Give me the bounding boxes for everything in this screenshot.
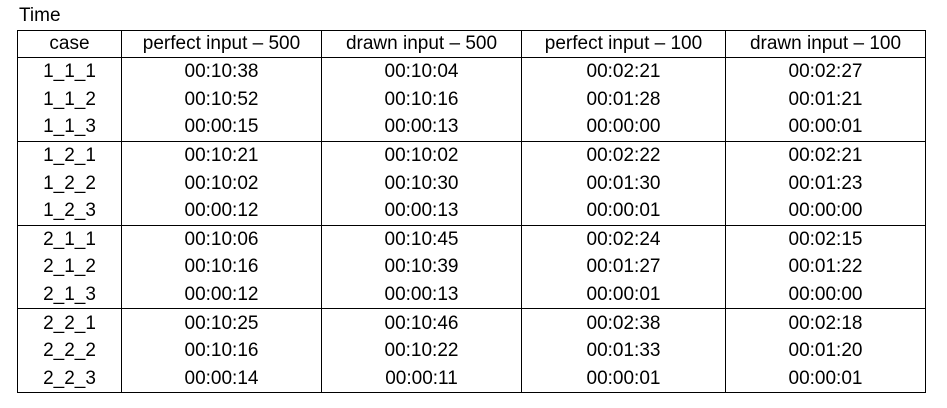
time-cell: 00:02:38 [521,308,726,337]
case-group: 2_1_1 00:10:06 00:10:45 00:02:24 00:02:1… [17,225,926,309]
column-header-drawn-input-100: drawn input – 100 [725,30,926,58]
timing-table: case perfect input – 500 drawn input – 5… [17,30,926,393]
time-cell: 00:10:16 [121,253,322,281]
time-cell: 00:01:33 [521,336,726,365]
column-header-case: case [17,30,122,58]
time-cell: 00:02:18 [725,308,926,337]
time-cell: 00:00:01 [521,196,726,226]
case-cell: 2_1_1 [17,225,122,254]
time-cell: 00:10:04 [321,57,522,86]
time-cell: 00:10:46 [321,308,522,337]
time-cell: 00:10:06 [121,225,322,254]
time-cell: 00:01:22 [725,253,926,281]
case-cell: 1_2_2 [17,169,122,197]
time-cell: 00:10:02 [121,169,322,197]
table-row: 2_1_2 00:10:16 00:10:39 00:01:27 00:01:2… [17,253,926,281]
time-cell: 00:00:01 [725,364,926,393]
case-cell: 2_2_2 [17,336,122,365]
time-cell: 00:01:30 [521,169,726,197]
time-cell: 00:10:39 [321,253,522,281]
time-cell: 00:10:16 [121,336,322,365]
case-cell: 2_1_2 [17,253,122,281]
table-row: 2_2_3 00:00:14 00:00:11 00:00:01 00:00:0… [17,364,926,393]
time-cell: 00:00:11 [321,364,522,393]
table-row: 2_1_1 00:10:06 00:10:45 00:02:24 00:02:1… [17,225,926,254]
time-cell: 00:10:30 [321,169,522,197]
time-cell: 00:00:13 [321,196,522,226]
table-caption: Time [19,5,61,26]
time-cell: 00:10:16 [321,85,522,114]
header-row: case perfect input – 500 drawn input – 5… [17,30,926,58]
time-cell: 00:00:01 [521,364,726,393]
case-group: 2_2_1 00:10:25 00:10:46 00:02:38 00:02:1… [17,308,926,393]
time-cell: 00:00:12 [121,280,322,309]
time-cell: 00:02:21 [521,57,726,86]
time-cell: 00:10:21 [121,141,322,170]
case-cell: 2_2_3 [17,364,122,393]
time-cell: 00:00:12 [121,196,322,226]
time-cell: 00:02:15 [725,225,926,254]
time-cell: 00:01:27 [521,253,726,281]
table-row: 1_2_3 00:00:12 00:00:13 00:00:01 00:00:0… [17,196,926,226]
time-cell: 00:00:00 [725,280,926,309]
case-group: 1_2_1 00:10:21 00:10:02 00:02:22 00:02:2… [17,141,926,226]
case-cell: 2_2_1 [17,308,122,337]
time-cell: 00:10:25 [121,308,322,337]
table-row: 2_2_2 00:10:16 00:10:22 00:01:33 00:01:2… [17,336,926,365]
case-cell: 1_1_3 [17,113,122,142]
time-cell: 00:00:01 [725,113,926,142]
time-cell: 00:02:22 [521,141,726,170]
time-cell: 00:00:13 [321,113,522,142]
time-cell: 00:01:23 [725,169,926,197]
time-cell: 00:01:20 [725,336,926,365]
time-cell: 00:10:45 [321,225,522,254]
time-cell: 00:02:24 [521,225,726,254]
case-cell: 1_2_3 [17,196,122,226]
column-header-perfect-input-500: perfect input – 500 [121,30,322,58]
time-cell: 00:02:21 [725,141,926,170]
table-row: 1_1_1 00:10:38 00:10:04 00:02:21 00:02:2… [17,57,926,86]
time-cell: 00:10:02 [321,141,522,170]
table-row: 1_2_1 00:10:21 00:10:02 00:02:22 00:02:2… [17,141,926,170]
table-row: 1_1_2 00:10:52 00:10:16 00:01:28 00:01:2… [17,85,926,114]
case-cell: 1_2_1 [17,141,122,170]
time-cell: 00:10:52 [121,85,322,114]
table-row: 2_1_3 00:00:12 00:00:13 00:00:01 00:00:0… [17,280,926,309]
time-cell: 00:00:00 [521,113,726,142]
time-cell: 00:00:15 [121,113,322,142]
column-header-drawn-input-500: drawn input – 500 [321,30,522,58]
time-cell: 00:00:13 [321,280,522,309]
case-cell: 2_1_3 [17,280,122,309]
time-cell: 00:10:38 [121,57,322,86]
table-row: 1_1_3 00:00:15 00:00:13 00:00:00 00:00:0… [17,113,926,142]
column-header-perfect-input-100: perfect input – 100 [521,30,726,58]
time-cell: 00:00:01 [521,280,726,309]
table-header: case perfect input – 500 drawn input – 5… [17,30,926,58]
time-cell: 00:10:22 [321,336,522,365]
time-cell: 00:02:27 [725,57,926,86]
table-row: 2_2_1 00:10:25 00:10:46 00:02:38 00:02:1… [17,308,926,337]
case-cell: 1_1_2 [17,85,122,114]
time-cell: 00:00:00 [725,196,926,226]
time-cell: 00:00:14 [121,364,322,393]
table-row: 1_2_2 00:10:02 00:10:30 00:01:30 00:01:2… [17,169,926,197]
case-cell: 1_1_1 [17,57,122,86]
time-cell: 00:01:21 [725,85,926,114]
case-group: 1_1_1 00:10:38 00:10:04 00:02:21 00:02:2… [17,57,926,142]
time-cell: 00:01:28 [521,85,726,114]
